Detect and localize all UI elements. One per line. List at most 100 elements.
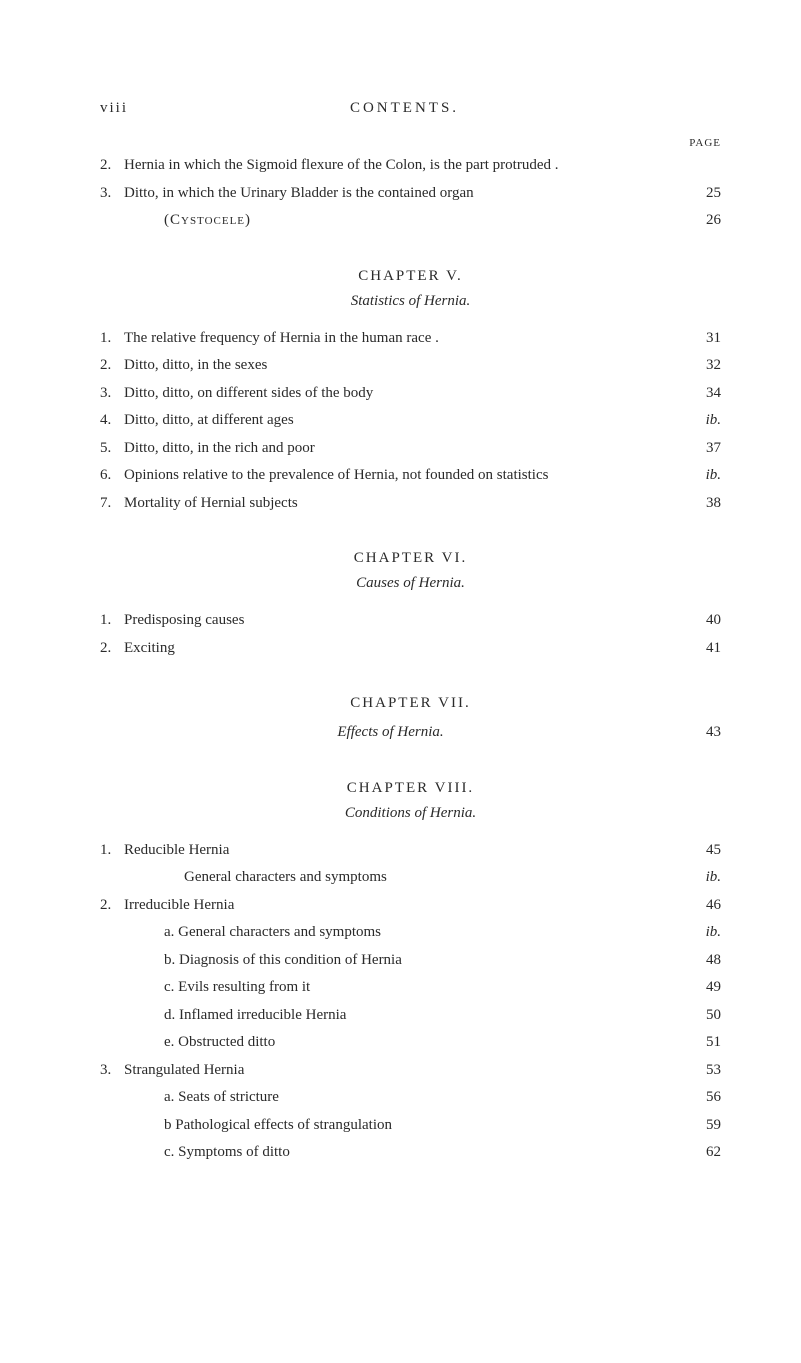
entry-text: d. Inflamed irreducible Hernia [124, 1003, 681, 1029]
entry-page: ib. [681, 408, 721, 434]
entry: 2. Hernia in which the Sigmoid flexure o… [100, 153, 721, 179]
entry-num: 3. [100, 181, 124, 207]
entry-page: 48 [681, 948, 721, 974]
entry: 3. Strangulated Hernia 53 [100, 1058, 721, 1084]
entry-text: General characters and symptoms [124, 865, 681, 891]
entry-text: c. Symptoms of ditto [124, 1140, 681, 1166]
entry-text: Mortality of Hernial subjects [124, 491, 681, 517]
entry-text: a. Seats of stricture [124, 1085, 681, 1111]
entry-text: b Pathological effects of strangulation [124, 1113, 681, 1139]
entry: 7. Mortality of Hernial subjects 38 [100, 491, 721, 517]
entry: (Cystocele) 26 [100, 208, 721, 234]
entry: 4. Ditto, ditto, at different ages ib. [100, 408, 721, 434]
page-number-roman: viii [100, 100, 128, 117]
chapter-heading: CHAPTER V. [100, 268, 721, 285]
entry-text: Ditto, ditto, at different ages [124, 408, 681, 434]
entry-num: 1. [100, 838, 124, 864]
entry-text: Hernia in which the Sigmoid flexure of t… [124, 153, 681, 179]
entry-text: Ditto, in which the Urinary Bladder is t… [124, 181, 681, 207]
entry-page: 34 [681, 381, 721, 407]
entry-page: 45 [681, 838, 721, 864]
entry-page: 26 [681, 208, 721, 234]
entry-num: 4. [100, 408, 124, 434]
contents-title: CONTENTS. [128, 100, 681, 117]
entry-text: Opinions relative to the prevalence of H… [124, 463, 681, 489]
entry-num: 1. [100, 608, 124, 634]
chapter-heading: CHAPTER VI. [100, 550, 721, 567]
entry-num: 3. [100, 1058, 124, 1084]
entry-num: 2. [100, 893, 124, 919]
entry: 1. Reducible Hernia 45 [100, 838, 721, 864]
entry-num: 7. [100, 491, 124, 517]
entry-text: e. Obstructed ditto [124, 1030, 681, 1056]
entry-page: ib. [681, 920, 721, 946]
entry: e. Obstructed ditto 51 [100, 1030, 721, 1056]
entry: 1. The relative frequency of Hernia in t… [100, 326, 721, 352]
entry-text: a. General characters and symptoms [124, 920, 681, 946]
entry: 3. Ditto, in which the Urinary Bladder i… [100, 181, 721, 207]
entry: 2. Irreducible Hernia 46 [100, 893, 721, 919]
entry-page: 25 [681, 181, 721, 207]
entry-page: 31 [681, 326, 721, 352]
chapter-subtitle-inline: Effects of Hernia. [337, 720, 443, 746]
entry-page: 46 [681, 893, 721, 919]
entry-page: 49 [681, 975, 721, 1001]
entry-page: 53 [681, 1058, 721, 1084]
entry-text: Reducible Hernia [124, 838, 681, 864]
entry: 2. Exciting 41 [100, 636, 721, 662]
entry-page: 51 [681, 1030, 721, 1056]
entry-text: Ditto, ditto, in the rich and poor [124, 436, 681, 462]
entry-page: 37 [681, 436, 721, 462]
entry-text: Irreducible Hernia [124, 893, 681, 919]
entry-page: 50 [681, 1003, 721, 1029]
entry: b Pathological effects of strangulation … [100, 1113, 721, 1139]
entry-num: 3. [100, 381, 124, 407]
entry: 3. Ditto, ditto, on different sides of t… [100, 381, 721, 407]
entry-num: 2. [100, 636, 124, 662]
entry-num: 2. [100, 353, 124, 379]
entry-page: 38 [681, 491, 721, 517]
entry-num: 5. [100, 436, 124, 462]
entry: 5. Ditto, ditto, in the rich and poor 37 [100, 436, 721, 462]
entry-text: The relative frequency of Hernia in the … [124, 326, 681, 352]
entry: 2. Ditto, ditto, in the sexes 32 [100, 353, 721, 379]
entry: c. Evils resulting from it 49 [100, 975, 721, 1001]
entry-text: b. Diagnosis of this condition of Hernia [124, 948, 681, 974]
entry-subtitle-line: Effects of Hernia. 43 [100, 720, 721, 746]
entry-page: 62 [681, 1140, 721, 1166]
entry-page: ib. [681, 463, 721, 489]
entry: d. Inflamed irreducible Hernia 50 [100, 1003, 721, 1029]
chapter-heading: CHAPTER VII. [100, 695, 721, 712]
header-line: viii CONTENTS. [100, 100, 721, 117]
entry: 6. Opinions relative to the prevalence o… [100, 463, 721, 489]
entry: c. Symptoms of ditto 62 [100, 1140, 721, 1166]
entry: b. Diagnosis of this condition of Hernia… [100, 948, 721, 974]
entry-page: ib. [681, 865, 721, 891]
entry: a. General characters and symptoms ib. [100, 920, 721, 946]
entry-num: 1. [100, 326, 124, 352]
entry-page: 43 [681, 720, 721, 746]
chapter-subtitle: Conditions of Hernia. [100, 805, 721, 822]
entry-num: 6. [100, 463, 124, 489]
entry-text: Ditto, ditto, on different sides of the … [124, 381, 681, 407]
page-label: PAGE [100, 137, 721, 149]
entry: General characters and symptoms ib. [100, 865, 721, 891]
entry-page: 59 [681, 1113, 721, 1139]
entry: a. Seats of stricture 56 [100, 1085, 721, 1111]
entry: 1. Predisposing causes 40 [100, 608, 721, 634]
entry-text: Ditto, ditto, in the sexes [124, 353, 681, 379]
entry-text: Predisposing causes [124, 608, 681, 634]
entry-text: c. Evils resulting from it [124, 975, 681, 1001]
chapter-heading: CHAPTER VIII. [100, 780, 721, 797]
entry-page: 32 [681, 353, 721, 379]
chapter-subtitle: Statistics of Hernia. [100, 293, 721, 310]
entry-page: 40 [681, 608, 721, 634]
entry-num: 2. [100, 153, 124, 179]
cystocele-label: (Cystocele) [164, 212, 251, 228]
entry-page: 41 [681, 636, 721, 662]
entry-page: 56 [681, 1085, 721, 1111]
entry-text: Strangulated Hernia [124, 1058, 681, 1084]
entry-text: (Cystocele) [124, 208, 681, 234]
entry-text: Exciting [124, 636, 681, 662]
chapter-subtitle: Causes of Hernia. [100, 575, 721, 592]
